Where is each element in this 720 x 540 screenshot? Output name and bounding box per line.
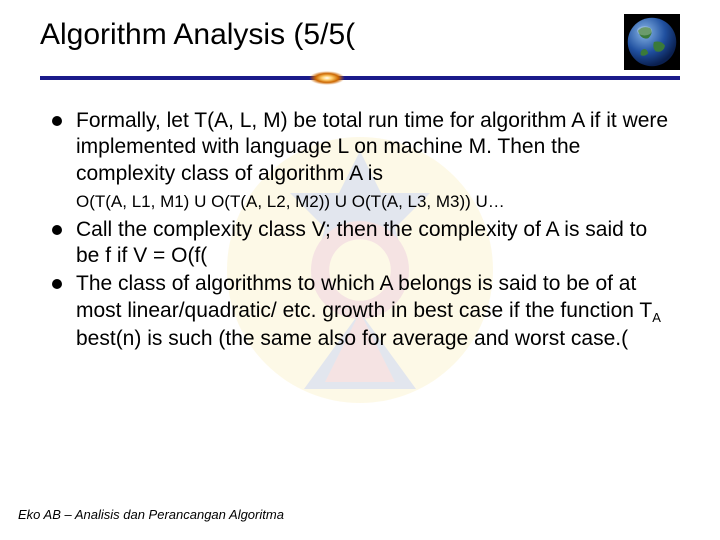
content-area: Formally, let T(A, L, M) be total run ti… <box>40 108 680 352</box>
bullet-text: Formally, let T(A, L, M) be total run ti… <box>76 108 670 187</box>
bullet-item: The class of algorithms to which A belon… <box>46 271 670 352</box>
globe-icon <box>624 14 680 70</box>
subscript: A <box>652 310 661 325</box>
slide-container: Algorithm Analysis (5/5( <box>0 0 720 540</box>
page-title: Algorithm Analysis (5/5( <box>40 18 355 62</box>
header-row: Algorithm Analysis (5/5( <box>40 18 680 70</box>
bullet-icon <box>52 225 62 235</box>
bullet-icon <box>52 116 62 126</box>
footer-text: Eko AB – Analisis dan Perancangan Algori… <box>18 507 284 522</box>
bullet-text: Call the complexity class V; then the co… <box>76 217 670 270</box>
bullet-text-part: best(n) is such (the same also for avera… <box>76 327 628 350</box>
flare-icon <box>309 71 345 85</box>
bullet-text-part: The class of algorithms to which A belon… <box>76 272 652 321</box>
bullet-item: Formally, let T(A, L, M) be total run ti… <box>46 108 670 187</box>
bullet-icon <box>52 279 62 289</box>
sub-bullet-text: O(T(A, L1, M1) U O(T(A, L2, M2)) U O(T(A… <box>76 191 670 213</box>
title-underline <box>40 76 680 80</box>
bullet-item: Call the complexity class V; then the co… <box>46 217 670 270</box>
bullet-text: The class of algorithms to which A belon… <box>76 271 670 352</box>
